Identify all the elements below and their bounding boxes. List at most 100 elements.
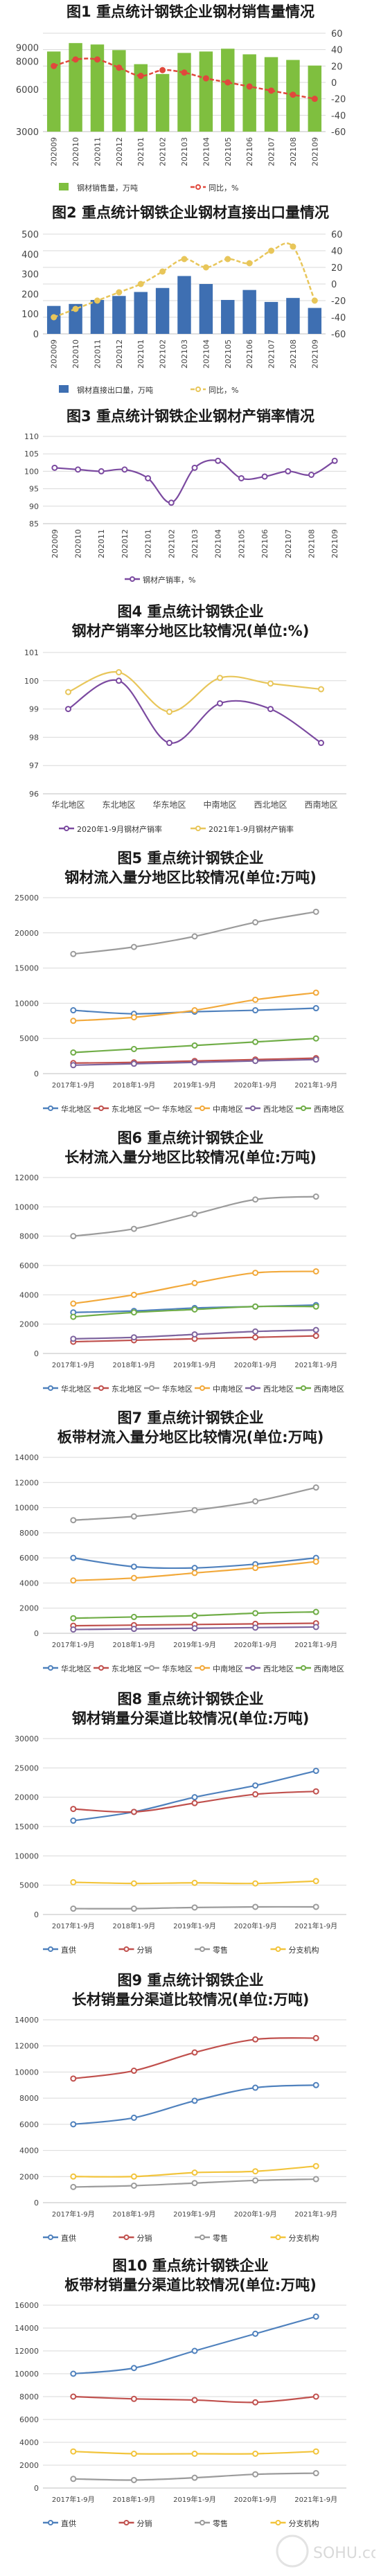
y-tick-label: 6000 xyxy=(19,1554,39,1563)
data-point xyxy=(268,87,275,94)
data-point xyxy=(261,473,268,480)
legend-marker xyxy=(98,1385,104,1391)
data-point xyxy=(70,1517,77,1524)
x-tick-label: 2019年1-9月 xyxy=(173,2495,216,2504)
y-tick-label: 25000 xyxy=(15,894,39,903)
data-point xyxy=(312,2034,319,2041)
data-point xyxy=(70,1615,77,1622)
data-point xyxy=(116,64,123,71)
chart-c7: 0 2000 4000 6000 8000 10000 12000 14000 2017年1-9… xyxy=(15,1453,346,1673)
series-line xyxy=(73,1270,317,1305)
y-tick-label: 8000 xyxy=(19,2094,39,2103)
legend-label: 华北地区 xyxy=(61,1104,91,1114)
y-tick-label: 20000 xyxy=(15,1793,39,1802)
legend-marker xyxy=(275,1946,281,1952)
data-point xyxy=(130,943,137,950)
data-point xyxy=(311,297,318,304)
y-tick-label: 10000 xyxy=(15,999,39,1008)
y-tick-label: 15000 xyxy=(15,1822,39,1831)
x-tick-label: 2019年1-9月 xyxy=(173,1921,216,1930)
y-tick-label: 12000 xyxy=(15,1173,39,1182)
y-tick-label: 10000 xyxy=(15,2068,39,2077)
chart-title: 图6 重点统计钢铁企业 xyxy=(117,1130,264,1146)
legend-label: 华东地区 xyxy=(162,1664,193,1673)
x-tick-label: 2021年1-9月 xyxy=(294,2210,337,2219)
x-tick-label: 2020年1-9月 xyxy=(234,2210,277,2219)
y-tick-label: 6000 xyxy=(19,2415,39,2424)
data-point xyxy=(202,75,209,82)
series-line xyxy=(73,1486,317,1521)
data-point xyxy=(252,1007,259,1014)
data-point xyxy=(191,1565,198,1572)
x-tick-label: 2019年1-9月 xyxy=(173,1081,216,1090)
series-line xyxy=(68,670,321,713)
x-tick-label: 2021年1-9月 xyxy=(294,2495,337,2504)
legend-marker xyxy=(98,1105,104,1111)
chart-c5: 0 5000 10000 15000 20000 25000 2017年1-9月 2018年1… xyxy=(15,894,346,1114)
bar xyxy=(69,43,82,132)
x-tick-label: 2017年1-9月 xyxy=(52,1921,95,1930)
legend-label: 同比，% xyxy=(209,184,238,193)
chart-subtitle: 长材流入量分地区比较情况(单位:万吨) xyxy=(64,1149,317,1166)
x-tick-label: 202009 xyxy=(50,137,59,166)
x-tick-label: 202104 xyxy=(202,137,211,166)
legend-marker xyxy=(250,1105,256,1111)
right-tick-label: 20 xyxy=(331,263,343,274)
legend-label: 直供 xyxy=(61,1945,76,1955)
x-tick-label: 202107 xyxy=(267,137,276,166)
y-tick-label: 4000 xyxy=(19,2147,39,2156)
x-tick-label: 202009 xyxy=(51,529,60,558)
data-point xyxy=(130,1906,137,1912)
data-point xyxy=(252,2451,259,2457)
x-tick-label: 202102 xyxy=(159,339,168,368)
legend-marker xyxy=(48,1385,53,1391)
legend-label: 分销 xyxy=(137,2233,152,2243)
x-tick-label: 202012 xyxy=(121,529,130,558)
legend-marker xyxy=(48,2235,53,2240)
x-tick-label: 202107 xyxy=(267,339,276,368)
data-point xyxy=(98,468,105,474)
data-point xyxy=(70,2476,77,2482)
chart-subtitle: 钢材产销率分地区比较情况(单位:%) xyxy=(71,623,310,639)
right-tick-label: 0 xyxy=(331,280,337,290)
x-tick-label: 2018年1-9月 xyxy=(113,1921,156,1930)
data-point xyxy=(191,1625,198,1632)
y-tick-label: 101 xyxy=(24,648,39,657)
left-tick-label: 100 xyxy=(21,310,39,320)
legend-marker xyxy=(149,1665,154,1671)
x-tick-label: 2019年1-9月 xyxy=(173,2210,216,2219)
y-tick-label: 95 xyxy=(29,485,39,494)
legend-marker xyxy=(301,1105,306,1111)
x-tick-label: 2018年1-9月 xyxy=(113,2210,156,2219)
bar xyxy=(221,48,235,132)
data-point xyxy=(267,680,274,687)
data-point xyxy=(312,2176,319,2183)
x-tick-label: 202105 xyxy=(237,529,246,558)
data-point xyxy=(191,1570,198,1576)
y-tick-label: 5000 xyxy=(19,1881,39,1890)
chart-title: 图1 重点统计钢铁企业钢材销售量情况 xyxy=(67,3,314,20)
data-point xyxy=(70,2121,77,2128)
y-tick-label: 4000 xyxy=(19,1579,39,1588)
x-tick-label: 202104 xyxy=(202,339,211,368)
data-point xyxy=(312,2081,319,2088)
right-tick-label: -40 xyxy=(331,111,346,121)
legend-marker xyxy=(48,2520,53,2525)
right-tick-label: 60 xyxy=(331,29,343,39)
x-tick-label: 202101 xyxy=(136,339,145,368)
data-point xyxy=(312,1558,319,1565)
data-point xyxy=(312,1035,319,1042)
data-point xyxy=(252,1791,259,1797)
data-point xyxy=(191,2347,198,2354)
x-tick-label: 2021年1-9月 xyxy=(294,1360,337,1369)
data-point xyxy=(252,2177,259,2184)
data-point xyxy=(191,1879,198,1886)
y-tick-label: 6000 xyxy=(19,2120,39,2129)
data-point xyxy=(312,989,319,996)
chart-title: 图2 重点统计钢铁企业钢材直接出口量情况 xyxy=(52,204,329,221)
chart-c9: 0 2000 4000 6000 8000 10000 12000 14000 2017年1-9… xyxy=(15,2016,346,2243)
data-point xyxy=(312,2470,319,2477)
data-point xyxy=(166,709,172,716)
data-point xyxy=(191,1794,198,1801)
y-tick-label: 99 xyxy=(29,705,39,714)
